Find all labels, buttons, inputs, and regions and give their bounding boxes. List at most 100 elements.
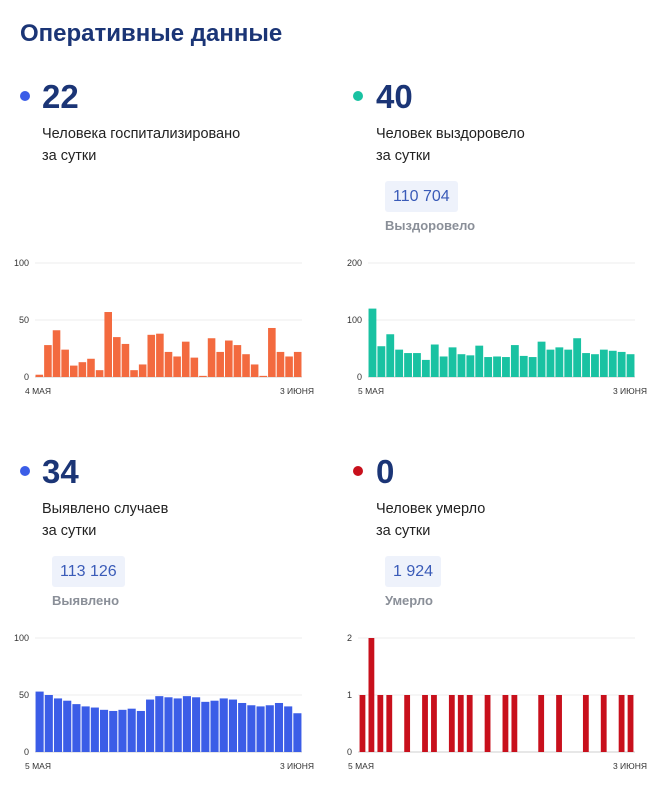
bar [90, 707, 99, 752]
bar [439, 356, 448, 377]
bar [519, 355, 528, 377]
recovered-value: 40 [376, 78, 413, 115]
bar [52, 330, 61, 377]
recovered-total-badge: 110 704 [385, 181, 458, 213]
bar [61, 349, 69, 377]
bar [242, 354, 250, 377]
y-tick-label: 2 [347, 633, 352, 643]
bar [377, 695, 384, 752]
hospitalized-value: 22 [42, 78, 79, 115]
bar [164, 351, 173, 377]
bar [216, 351, 224, 377]
bar [201, 701, 210, 752]
bar [72, 704, 81, 752]
recovered-total-label: Выздоровело [385, 218, 476, 233]
bar [192, 697, 201, 752]
bar [528, 357, 537, 377]
bar [44, 695, 53, 752]
bar [448, 347, 457, 377]
cases-total-label: Выявлено [52, 593, 120, 608]
bar [293, 713, 302, 752]
x-start-label: 5 МАЯ [25, 761, 51, 771]
bar [63, 700, 72, 752]
bar [599, 349, 608, 377]
bar [556, 695, 562, 752]
bar [53, 698, 63, 752]
description-line: Человек умерло [376, 501, 486, 517]
description-line: за сутки [376, 147, 431, 164]
bar [118, 709, 127, 752]
bar [113, 337, 121, 377]
bar [87, 358, 95, 377]
deaths-chart: 0 1 2 5 МАЯ 3 ИЮНЯ [347, 633, 647, 771]
bar [608, 350, 617, 377]
bar [395, 349, 404, 377]
bar [228, 699, 237, 752]
y-tick-label: 0 [24, 372, 29, 382]
y-tick-label: 0 [357, 372, 362, 382]
bar [475, 345, 484, 377]
x-start-label: 5 МАЯ [358, 386, 384, 396]
bar [256, 706, 265, 752]
bar [109, 710, 118, 752]
y-tick-label: 1 [347, 690, 352, 700]
bar [582, 353, 590, 377]
bar [627, 695, 634, 752]
bar [484, 695, 491, 752]
bar [100, 709, 109, 752]
bar [386, 334, 395, 377]
bar [431, 695, 437, 752]
bar [422, 695, 428, 752]
y-tick-label: 50 [19, 315, 29, 325]
x-end-label: 3 ИЮНЯ [280, 761, 314, 771]
deaths-value: 0 [376, 453, 395, 490]
bar [386, 695, 393, 752]
cases-description: Выявлено случаев за сутки [42, 499, 302, 542]
bar [377, 346, 386, 377]
bar [537, 341, 546, 377]
bar [95, 370, 104, 377]
bar [268, 327, 276, 377]
bar [493, 356, 501, 377]
bar [617, 351, 626, 377]
deaths-description: Человек умерло за сутки [376, 499, 636, 542]
bar [238, 702, 247, 752]
bar [69, 365, 78, 377]
bar [210, 700, 219, 752]
bar [368, 308, 377, 377]
y-tick-label: 100 [14, 633, 29, 643]
bar [421, 359, 430, 377]
page-title: Оперативные данные [20, 20, 283, 47]
bar [156, 333, 164, 377]
x-start-label: 5 МАЯ [348, 761, 374, 771]
bar [136, 710, 145, 752]
bar [78, 362, 87, 377]
bar [618, 695, 625, 752]
bar [285, 356, 293, 377]
bar [207, 338, 216, 377]
bar [404, 353, 412, 377]
bar [81, 706, 90, 752]
bullet-dot [353, 466, 363, 476]
cases-chart: 0 50 100 5 МАЯ 3 ИЮНЯ [14, 633, 314, 771]
bar [250, 364, 259, 377]
bar [368, 638, 375, 752]
bar [259, 375, 268, 377]
bullet-dot [353, 91, 363, 101]
bar [538, 695, 545, 752]
bar [484, 357, 493, 377]
bar [573, 338, 582, 377]
bar [274, 702, 284, 752]
deaths-total-badge: 1 924 [385, 556, 442, 588]
bar [413, 353, 421, 377]
bar [35, 374, 44, 377]
y-tick-label: 0 [24, 747, 29, 757]
bar [582, 695, 589, 752]
y-tick-label: 0 [347, 747, 352, 757]
bar [546, 349, 555, 377]
bar [219, 698, 228, 752]
bar [457, 354, 466, 377]
bar [293, 351, 302, 377]
bar [173, 698, 182, 752]
description-line: за сутки [376, 522, 431, 539]
